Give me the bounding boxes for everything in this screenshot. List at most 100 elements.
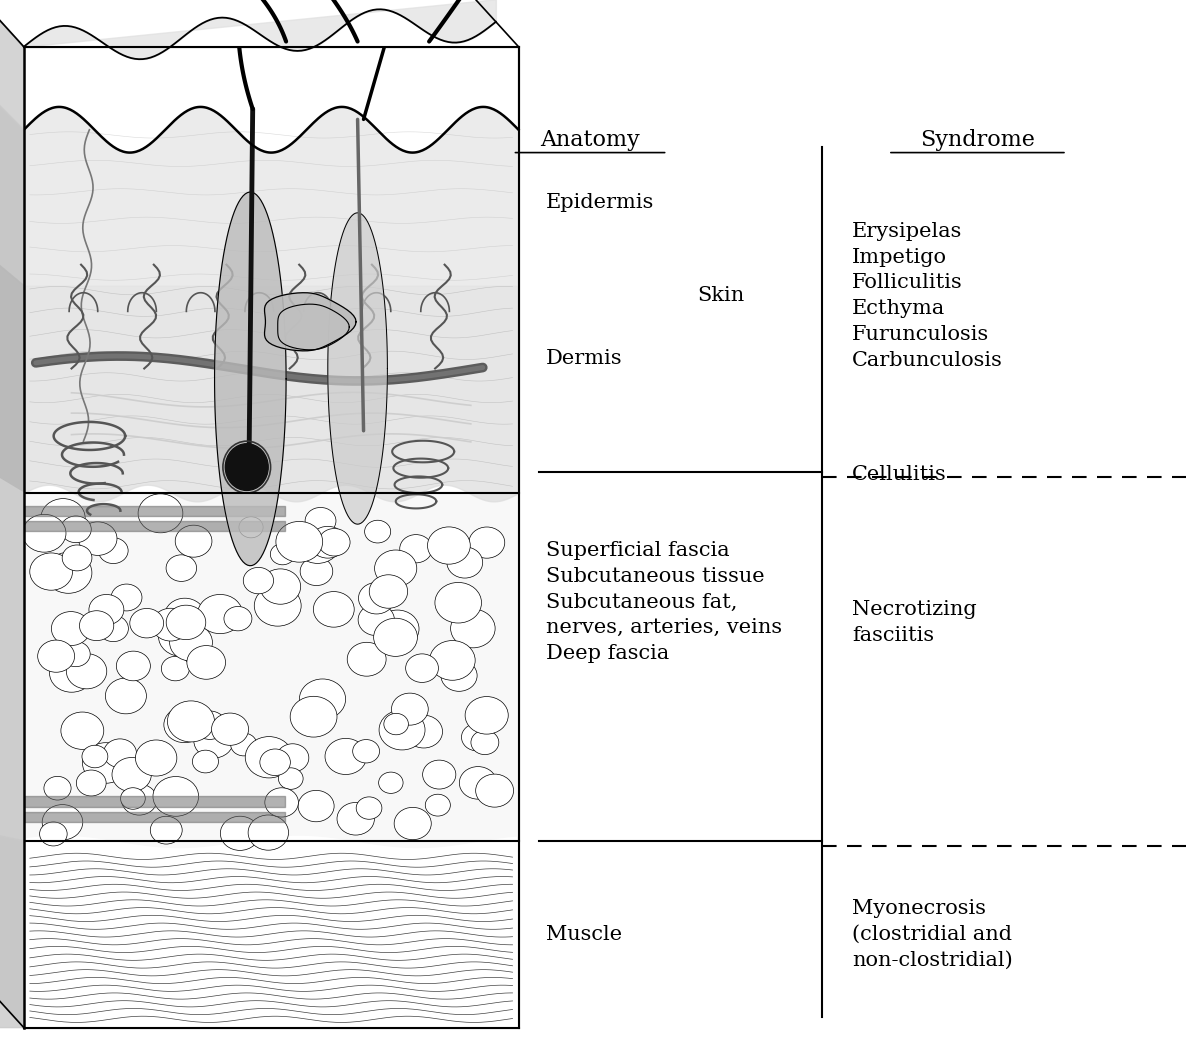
Circle shape — [296, 524, 340, 564]
Circle shape — [61, 516, 92, 543]
Circle shape — [151, 608, 190, 641]
Circle shape — [379, 772, 403, 793]
Circle shape — [356, 797, 381, 819]
Text: Erysipelas
Impetigo
Folliculitis
Ecthyma
Furunculosis
Carbunculosis: Erysipelas Impetigo Folliculitis Ecthyma… — [852, 222, 1004, 370]
Circle shape — [166, 605, 206, 639]
Circle shape — [423, 760, 455, 789]
Circle shape — [136, 740, 176, 776]
Circle shape — [194, 723, 234, 758]
Circle shape — [347, 643, 386, 676]
Circle shape — [248, 815, 288, 850]
Circle shape — [300, 557, 333, 585]
Circle shape — [426, 794, 451, 816]
Circle shape — [290, 696, 337, 737]
Circle shape — [105, 678, 147, 714]
Circle shape — [153, 776, 199, 816]
Circle shape — [379, 710, 426, 749]
Circle shape — [166, 555, 197, 581]
Circle shape — [246, 737, 293, 777]
Circle shape — [461, 723, 492, 750]
Circle shape — [51, 611, 91, 646]
Circle shape — [451, 609, 495, 648]
Polygon shape — [0, 84, 24, 285]
Circle shape — [99, 538, 128, 564]
Circle shape — [192, 750, 218, 773]
Circle shape — [122, 784, 157, 815]
Circle shape — [130, 608, 163, 638]
Circle shape — [441, 660, 477, 691]
Circle shape — [230, 733, 256, 756]
Circle shape — [111, 584, 142, 611]
Circle shape — [221, 816, 260, 850]
Circle shape — [279, 768, 303, 789]
Text: Necrotizing
fasciitis: Necrotizing fasciitis — [852, 600, 977, 646]
Circle shape — [358, 604, 395, 635]
Circle shape — [44, 776, 72, 800]
Circle shape — [299, 679, 346, 719]
Circle shape — [277, 744, 309, 772]
Circle shape — [193, 711, 226, 739]
Circle shape — [260, 569, 300, 604]
Circle shape — [365, 520, 391, 543]
Circle shape — [243, 568, 274, 594]
Circle shape — [80, 610, 113, 640]
Circle shape — [117, 651, 150, 681]
Circle shape — [164, 598, 205, 633]
Circle shape — [61, 712, 104, 749]
Circle shape — [254, 585, 302, 626]
Polygon shape — [215, 192, 286, 566]
Circle shape — [405, 654, 439, 682]
Circle shape — [353, 739, 379, 763]
Circle shape — [260, 749, 291, 775]
Circle shape — [112, 758, 151, 792]
Polygon shape — [278, 304, 349, 350]
Text: Skin: Skin — [697, 286, 745, 305]
Text: Muscle: Muscle — [546, 925, 622, 944]
Circle shape — [159, 617, 205, 656]
Circle shape — [405, 715, 442, 748]
Circle shape — [468, 527, 504, 558]
Circle shape — [98, 616, 129, 641]
Circle shape — [79, 522, 117, 555]
Circle shape — [175, 525, 212, 557]
Circle shape — [275, 521, 323, 563]
Circle shape — [23, 514, 66, 552]
Circle shape — [150, 816, 182, 844]
Polygon shape — [0, 466, 24, 841]
Circle shape — [50, 654, 94, 692]
Circle shape — [187, 646, 225, 679]
Polygon shape — [0, 0, 24, 1028]
Circle shape — [459, 767, 497, 799]
Circle shape — [120, 788, 145, 810]
Circle shape — [45, 552, 92, 594]
Circle shape — [399, 535, 433, 563]
Circle shape — [38, 640, 75, 673]
Circle shape — [429, 640, 476, 680]
Circle shape — [318, 528, 350, 556]
Circle shape — [447, 547, 483, 578]
Circle shape — [238, 517, 263, 538]
Ellipse shape — [225, 443, 268, 490]
Text: Dermis: Dermis — [546, 349, 622, 367]
Circle shape — [313, 592, 354, 627]
Circle shape — [161, 656, 190, 681]
Circle shape — [67, 654, 107, 689]
Circle shape — [391, 693, 428, 726]
Circle shape — [337, 802, 374, 835]
Circle shape — [359, 582, 395, 613]
Circle shape — [325, 738, 366, 774]
Text: Syndrome: Syndrome — [920, 129, 1035, 151]
Circle shape — [370, 575, 408, 608]
Polygon shape — [0, 0, 24, 130]
Circle shape — [465, 696, 508, 734]
Circle shape — [471, 731, 498, 755]
Text: Superficial fascia
Subcutaneous tissue
Subcutaneous fat,
nerves, arteries, veins: Superficial fascia Subcutaneous tissue S… — [546, 541, 782, 663]
Circle shape — [476, 774, 514, 808]
Circle shape — [76, 770, 106, 796]
Circle shape — [61, 641, 91, 666]
Circle shape — [224, 606, 252, 631]
Circle shape — [374, 550, 417, 586]
Polygon shape — [0, 831, 24, 1028]
Circle shape — [375, 610, 420, 648]
Circle shape — [89, 595, 124, 625]
